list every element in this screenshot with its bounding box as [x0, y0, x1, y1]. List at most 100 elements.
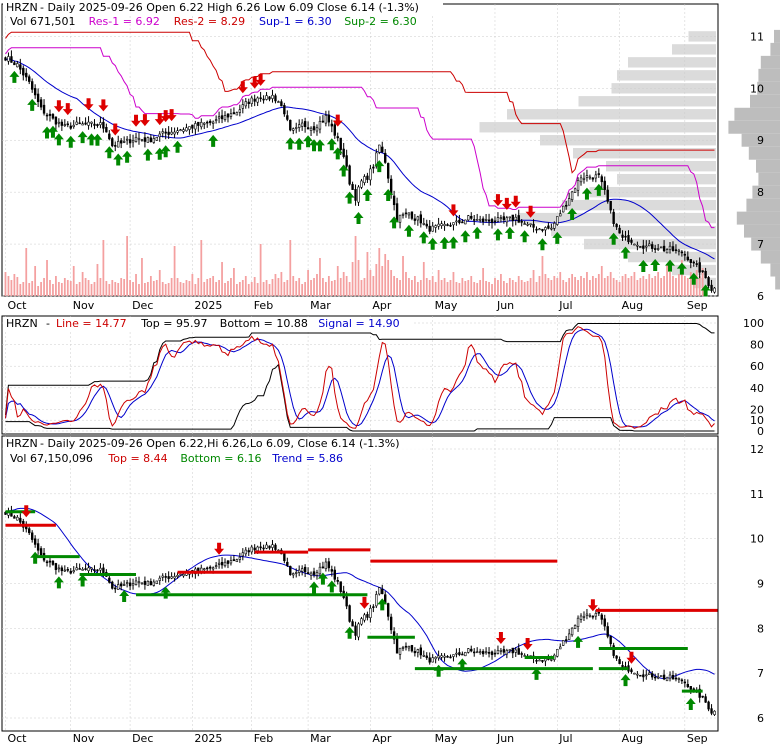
price-candle-body	[553, 222, 556, 229]
volume-bar	[461, 278, 464, 296]
volume-bar	[600, 266, 603, 296]
volume-bar	[164, 284, 167, 296]
buy-signal-arrow	[353, 211, 364, 224]
bands-candle-body	[315, 572, 319, 576]
volume-bar	[274, 274, 277, 296]
bands-candle-body	[99, 567, 102, 571]
bands-candle-body	[292, 573, 295, 576]
price-candle-body	[108, 133, 111, 140]
buy-signal-arrow	[504, 226, 515, 239]
buy-signal-arrow	[593, 183, 604, 196]
bands-candle-body	[381, 589, 384, 595]
price-candle-body	[235, 112, 239, 116]
bands-candle-body	[217, 562, 221, 565]
price-candle-body	[369, 168, 372, 181]
volume-bar	[295, 281, 298, 296]
legend-entry: Top = 95.97	[140, 317, 207, 330]
volume-bar	[589, 280, 591, 296]
bands-candle-body	[167, 576, 170, 579]
price-candle-body	[547, 225, 550, 229]
price-candle-body	[125, 138, 129, 141]
panel-symbol: HRZN	[6, 1, 38, 14]
volume-profile-shadow	[672, 44, 716, 55]
price-y-tick-label: 7	[757, 238, 764, 251]
volume-bar	[529, 278, 532, 296]
bands-candle-body	[96, 569, 99, 572]
price-candle-body	[140, 139, 144, 141]
volume-bar	[615, 280, 618, 296]
volume-bar	[13, 274, 16, 296]
month-label: Dec	[132, 299, 153, 312]
price-candle-body	[203, 122, 206, 125]
price-candle-body	[597, 173, 601, 175]
volume-bar	[283, 282, 286, 296]
buy-signal-arrow	[620, 246, 631, 259]
volume-bar	[342, 272, 345, 296]
volume-bar	[108, 284, 111, 296]
volume-bar	[87, 280, 90, 296]
buy-signal-arrow	[650, 258, 661, 271]
volume-profile-shadow	[617, 70, 716, 81]
bands-y-tick-label: 6	[757, 712, 764, 725]
buy-signal-arrow	[460, 230, 471, 243]
stoch-y-tick-label: 10	[750, 414, 764, 427]
price-candle-body	[511, 214, 514, 221]
price-candle-body	[238, 109, 242, 113]
buy-signal-arrow	[581, 187, 592, 200]
bands-candle-body	[164, 576, 167, 578]
bands-candle-body	[401, 647, 405, 649]
price-candle-body	[170, 131, 173, 135]
legend-entry: Res-1 = 6.92	[89, 15, 160, 28]
bands-candle-body	[487, 651, 491, 654]
volume-profile-shadow	[628, 57, 716, 68]
bands-candle-body	[111, 581, 114, 589]
bands-candle-body	[704, 696, 707, 703]
volume-profile-bar	[734, 107, 780, 121]
buy-signal-arrow	[433, 664, 444, 677]
volume-profile-bar	[736, 211, 780, 225]
bands-candle-body	[597, 611, 601, 614]
price-candle-body	[336, 136, 339, 139]
volume-bar	[52, 284, 54, 296]
price-candle-body	[470, 215, 473, 219]
volume-bar	[497, 280, 499, 296]
buy-signal-arrow	[608, 232, 619, 245]
bands-candle-body	[645, 674, 648, 677]
bands-y-tick-label: 10	[750, 533, 764, 546]
price-candle-body	[603, 180, 606, 190]
price-candle-body	[66, 123, 69, 126]
volume-profile-bar	[741, 133, 780, 147]
price-candle-body	[36, 93, 40, 103]
sell-signal-arrow	[495, 631, 506, 644]
volume-profile-bar	[756, 159, 780, 173]
price-candle-body	[122, 141, 126, 143]
volume-bar	[324, 282, 327, 296]
volume-bar	[621, 276, 624, 296]
buy-signal-arrow	[86, 133, 97, 146]
bands-candle-body	[60, 567, 64, 572]
buy-signal-arrow	[676, 262, 687, 275]
volume-bar	[185, 280, 188, 296]
volume-bar	[636, 280, 639, 296]
price-candle-body	[194, 123, 197, 130]
volume-bar	[698, 276, 701, 296]
legend-entry: Line = 14.77	[56, 317, 127, 330]
bands-candle-body	[490, 651, 494, 655]
bands-candle-body	[16, 516, 19, 521]
buy-signal-arrow	[314, 139, 325, 152]
volume-bar	[34, 266, 37, 296]
price-candle-body	[182, 129, 185, 132]
bands-candle-body	[84, 568, 87, 570]
bands-candle-body	[559, 646, 562, 650]
buy-signal-arrow	[160, 586, 171, 599]
volume-bar	[378, 248, 381, 296]
bands-candle-body	[262, 547, 265, 550]
buy-signal-arrow	[104, 146, 115, 159]
stoch-y-tick-label: 60	[750, 360, 764, 373]
price-candle-body	[7, 56, 10, 62]
bands-candle-body	[238, 556, 242, 560]
bands-candle-body	[117, 584, 120, 590]
volume-bar	[390, 270, 393, 296]
bands-candle-body	[674, 677, 678, 680]
